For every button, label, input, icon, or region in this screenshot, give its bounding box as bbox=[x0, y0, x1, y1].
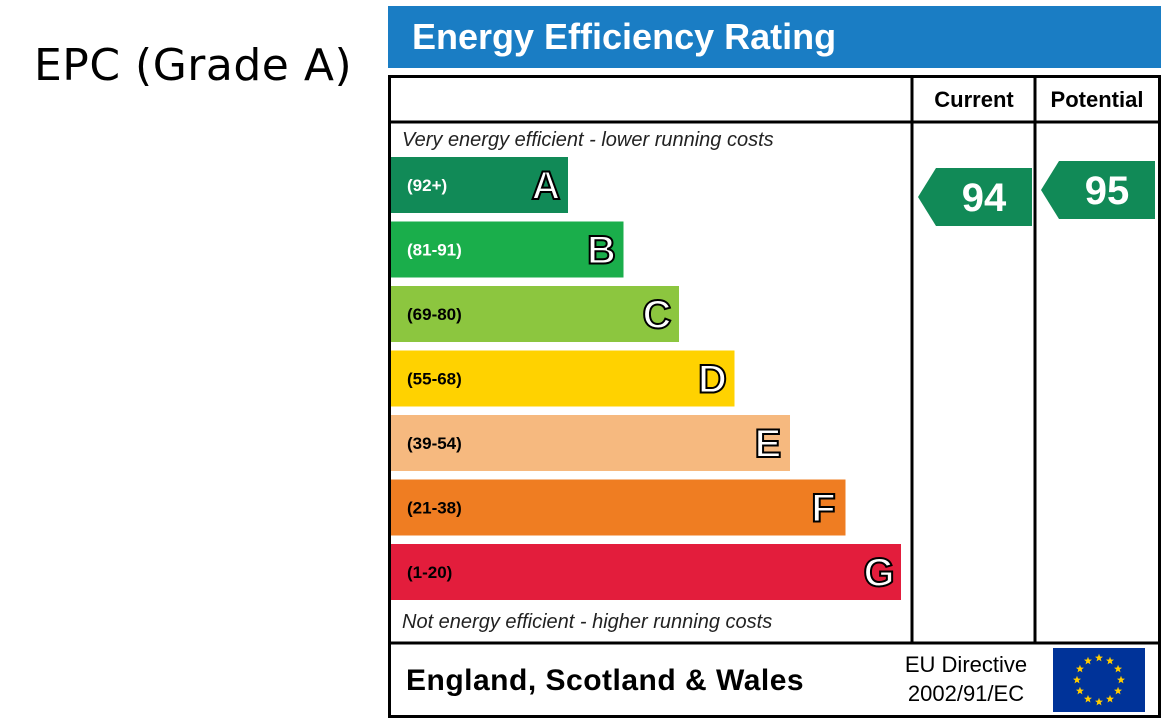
current-column-header: Current bbox=[934, 87, 1014, 112]
eu-flag-star bbox=[1075, 664, 1084, 673]
eu-flag-star bbox=[1084, 656, 1092, 665]
band-c-bar bbox=[391, 286, 679, 342]
eu-flag-star bbox=[1095, 653, 1103, 662]
band-c-letter: C bbox=[643, 293, 672, 337]
eu-flag-star bbox=[1095, 697, 1103, 706]
band-f-range: (21-38) bbox=[407, 499, 462, 518]
band-b-bar bbox=[391, 221, 624, 278]
eu-flag-star bbox=[1106, 694, 1114, 703]
potential-column-header: Potential bbox=[1051, 87, 1144, 112]
eu-flag-star bbox=[1117, 675, 1125, 684]
eu-flag-star bbox=[1084, 694, 1092, 703]
current-rating-arrow bbox=[918, 168, 1032, 226]
band-c-range: (69-80) bbox=[407, 305, 462, 324]
band-g-bar bbox=[391, 544, 901, 600]
band-b-range: (81-91) bbox=[407, 241, 462, 260]
chart-frame bbox=[388, 75, 1161, 718]
band-d-range: (55-68) bbox=[407, 370, 462, 389]
band-e-letter: E bbox=[755, 422, 782, 466]
bottom-note: Not energy efficient - higher running co… bbox=[402, 611, 772, 633]
current-rating-value: 94 bbox=[962, 176, 1007, 220]
band-g-range: (1-20) bbox=[407, 563, 452, 582]
potential-rating-value: 95 bbox=[1085, 169, 1130, 213]
eu-flag-star bbox=[1106, 656, 1114, 665]
footer-directive-line2: 2002/91/EC bbox=[908, 681, 1024, 706]
rating-bands: (92+) A (81-91) B (69-80) C (55-68) D (39-54) E (2… bbox=[391, 157, 901, 600]
band-f-bar bbox=[391, 479, 846, 536]
footer-country: England, Scotland & Wales bbox=[406, 664, 804, 697]
band-a-range: (92+) bbox=[407, 176, 447, 195]
band-f-letter: F bbox=[811, 487, 835, 531]
band-e-bar bbox=[391, 415, 790, 471]
eu-flag-star bbox=[1114, 686, 1123, 695]
band-e-range: (39-54) bbox=[407, 434, 462, 453]
chart-header: Energy Efficiency Rating bbox=[388, 6, 1161, 68]
eu-flag-star bbox=[1073, 675, 1081, 684]
band-g-letter: G bbox=[863, 551, 894, 595]
eu-flag-star bbox=[1075, 686, 1084, 695]
eu-flag-icon bbox=[1053, 648, 1145, 712]
potential-rating-arrow bbox=[1041, 161, 1155, 219]
band-b-letter: B bbox=[587, 229, 616, 273]
eu-flag-star bbox=[1114, 664, 1123, 673]
footer-directive-line1: EU Directive bbox=[905, 652, 1027, 677]
top-note: Very energy efficient - lower running co… bbox=[402, 129, 774, 151]
band-a-letter: A bbox=[532, 164, 561, 208]
band-d-bar bbox=[391, 350, 735, 407]
band-d-letter: D bbox=[698, 358, 727, 402]
band-a-bar bbox=[391, 157, 568, 213]
rating-arrows: 94 95 bbox=[918, 161, 1155, 226]
page-title: EPC (Grade A) bbox=[34, 40, 353, 91]
chart-title: Energy Efficiency Rating bbox=[412, 16, 837, 57]
